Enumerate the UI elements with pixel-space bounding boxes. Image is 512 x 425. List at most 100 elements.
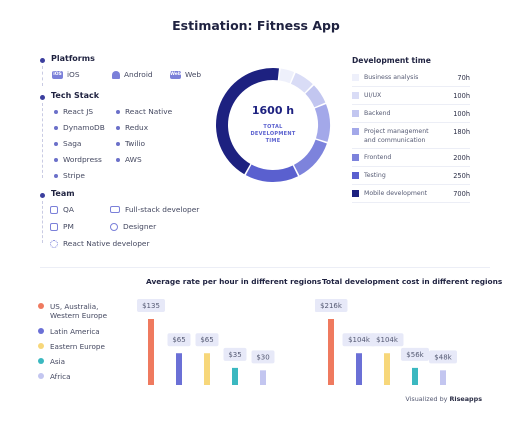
dev-value: 70h xyxy=(457,74,470,82)
data-label-background xyxy=(195,333,219,347)
cost-chart-title: Total development cost in different regi… xyxy=(322,277,503,286)
donut-slice xyxy=(293,139,327,176)
platforms-connector xyxy=(42,66,43,86)
dev-value: 100h xyxy=(453,110,470,118)
donut-slice xyxy=(279,68,295,84)
data-label-background xyxy=(370,333,404,347)
team-label: QA xyxy=(63,205,74,214)
tech-dot-icon xyxy=(116,141,120,146)
platforms-bullet xyxy=(40,58,45,63)
cost-bar-chart: $216k $104k $104k $56k $48k xyxy=(315,299,457,385)
tech-item: DynamoDB xyxy=(54,123,105,132)
donut-slice xyxy=(216,67,279,175)
tech-stack-bullet xyxy=(40,95,45,100)
data-label: $35 xyxy=(228,351,241,359)
data-label-background xyxy=(251,350,275,364)
dev-value: 100h xyxy=(453,92,470,100)
dev-label: Testing xyxy=(364,172,386,179)
development-time-heading: Development time xyxy=(352,56,431,65)
tech-label: AWS xyxy=(125,155,142,164)
page-title: Estimation: Fitness App xyxy=(172,18,340,33)
dev-row: Mobile development 700h xyxy=(352,188,470,203)
data-label-background xyxy=(223,347,247,361)
dev-label: Business analysis xyxy=(364,74,419,81)
team-member-qa: QA xyxy=(50,205,74,214)
dev-swatch xyxy=(352,110,359,117)
donut-slice xyxy=(245,164,299,182)
platform-android: Android xyxy=(112,70,153,79)
data-label: $48k xyxy=(434,353,452,361)
tech-item: AWS xyxy=(116,155,142,164)
team-member-designer: Designer xyxy=(110,222,156,231)
team-member-react-native: React Native developer xyxy=(50,239,149,248)
dev-label: Mobile development xyxy=(364,190,428,197)
tech-dot-icon xyxy=(116,109,120,114)
bar xyxy=(384,353,390,385)
data-label: $56k xyxy=(406,351,424,359)
bar xyxy=(356,353,362,385)
bar xyxy=(232,367,238,385)
platform-label: iOS xyxy=(67,70,80,79)
dev-swatch xyxy=(352,172,359,179)
data-label-background xyxy=(167,333,191,347)
tech-dot-icon xyxy=(54,173,58,178)
legend-label: US, Australia, Western Europe xyxy=(50,302,108,320)
tech-label: React Native xyxy=(125,107,173,116)
dev-swatch xyxy=(352,92,359,99)
legend-label: Africa xyxy=(50,372,71,381)
dev-swatch xyxy=(352,190,359,197)
dev-value: 700h xyxy=(453,190,470,198)
data-label-background xyxy=(401,347,429,361)
dev-swatch xyxy=(352,154,359,161)
tech-dot-icon xyxy=(54,125,58,130)
legend-dot xyxy=(38,328,44,334)
tech-item: Wordpress xyxy=(54,155,102,164)
data-label: $135 xyxy=(142,302,160,310)
team-label: PM xyxy=(63,222,74,231)
dev-row: Backend 100h xyxy=(352,108,470,123)
bar xyxy=(148,319,154,385)
section-divider xyxy=(40,267,490,268)
bar xyxy=(260,370,266,385)
rate-chart-title: Average rate per hour in different regio… xyxy=(146,277,322,286)
team-heading: Team xyxy=(51,189,75,198)
legend-item: Latin America xyxy=(38,327,100,336)
tech-label: Saga xyxy=(63,139,82,148)
dev-label: Frontend xyxy=(364,154,392,161)
platform-ios: iOS iOS xyxy=(52,70,80,79)
dev-value: 180h xyxy=(453,128,470,136)
tech-dot-icon xyxy=(116,125,120,130)
data-label: $104k xyxy=(376,336,399,344)
legend-dot xyxy=(38,358,44,364)
platform-label: Android xyxy=(124,70,153,79)
tech-label: Redux xyxy=(125,123,149,132)
qa-icon xyxy=(50,205,58,214)
android-icon xyxy=(112,70,120,79)
tech-label: Twilio xyxy=(125,139,146,148)
tech-label: React JS xyxy=(63,107,94,116)
tech-dot-icon xyxy=(116,157,120,162)
tech-item: Saga xyxy=(54,139,81,148)
react-icon xyxy=(50,239,58,248)
donut-caption-line: DEVELOPMENT xyxy=(250,131,296,137)
data-label-background xyxy=(137,299,165,312)
development-time-donut xyxy=(216,67,330,182)
web-badge-icon: Web xyxy=(170,70,182,79)
legend-dot xyxy=(38,343,44,349)
platforms-heading: Platforms xyxy=(51,54,95,63)
legend-label: Eastern Europe xyxy=(50,342,105,351)
donut-caption-line: TIME xyxy=(265,138,281,144)
dev-value: 250h xyxy=(453,172,470,180)
data-label: $216k xyxy=(320,302,343,310)
tech-dot-icon xyxy=(54,141,58,146)
pm-icon xyxy=(50,222,58,231)
designer-icon xyxy=(110,222,118,231)
tech-label: Wordpress xyxy=(63,155,102,164)
dev-swatch xyxy=(352,128,359,135)
tech-item: Stripe xyxy=(54,171,85,180)
data-label: $65 xyxy=(172,336,185,344)
data-label: $104k xyxy=(348,336,371,344)
credit: Visualized by Riseapps xyxy=(405,395,482,403)
tech-dot-icon xyxy=(54,157,58,162)
donut-slice xyxy=(305,85,326,108)
